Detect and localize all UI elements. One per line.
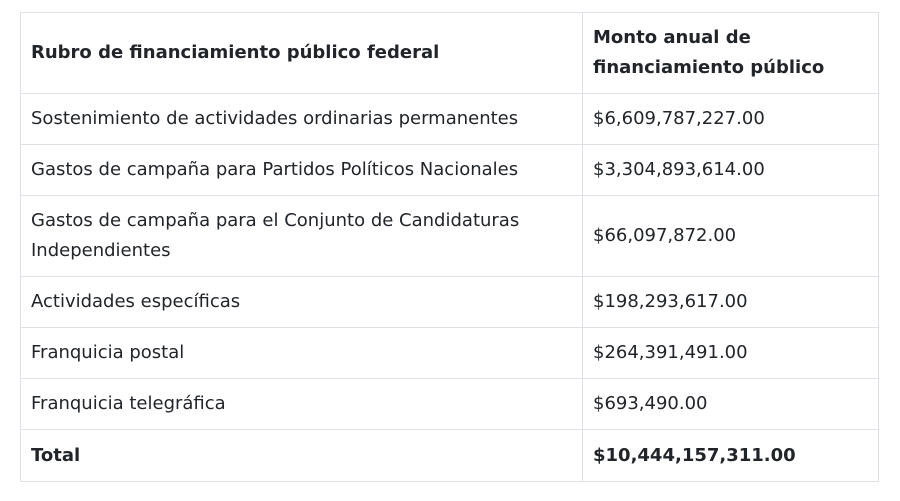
- cell-monto: $6,609,787,227.00: [582, 93, 879, 145]
- table-header-row: Rubro de financiamiento público federal …: [20, 12, 879, 94]
- cell-monto: $693,490.00: [582, 378, 879, 430]
- table-row: Actividades específicas $198,293,617.00: [20, 276, 879, 328]
- table-row: Gastos de campaña para Partidos Político…: [20, 144, 879, 196]
- table-total-row: Total $10,444,157,311.00: [20, 429, 879, 482]
- total-label: Total: [20, 429, 583, 482]
- financing-table: Rubro de financiamiento público federal …: [20, 12, 879, 482]
- cell-rubro: Sostenimiento de actividades ordinarias …: [20, 93, 583, 145]
- financing-table-container: Rubro de financiamiento público federal …: [20, 12, 879, 482]
- cell-rubro: Franquicia telegráfica: [20, 378, 583, 430]
- cell-monto: $66,097,872.00: [582, 195, 879, 277]
- cell-monto: $264,391,491.00: [582, 327, 879, 379]
- table-row: Franquicia telegráfica $693,490.00: [20, 378, 879, 430]
- total-monto: $10,444,157,311.00: [582, 429, 879, 482]
- cell-rubro: Gastos de campaña para el Conjunto de Ca…: [20, 195, 583, 277]
- cell-rubro: Franquicia postal: [20, 327, 583, 379]
- header-monto: Monto anual de financiamiento público: [582, 12, 879, 94]
- header-rubro: Rubro de financiamiento público federal: [20, 12, 583, 94]
- cell-monto: $3,304,893,614.00: [582, 144, 879, 196]
- cell-rubro: Actividades específicas: [20, 276, 583, 328]
- cell-monto: $198,293,617.00: [582, 276, 879, 328]
- table-row: Franquicia postal $264,391,491.00: [20, 327, 879, 379]
- cell-rubro: Gastos de campaña para Partidos Político…: [20, 144, 583, 196]
- table-row: Sostenimiento de actividades ordinarias …: [20, 93, 879, 145]
- table-row: Gastos de campaña para el Conjunto de Ca…: [20, 195, 879, 277]
